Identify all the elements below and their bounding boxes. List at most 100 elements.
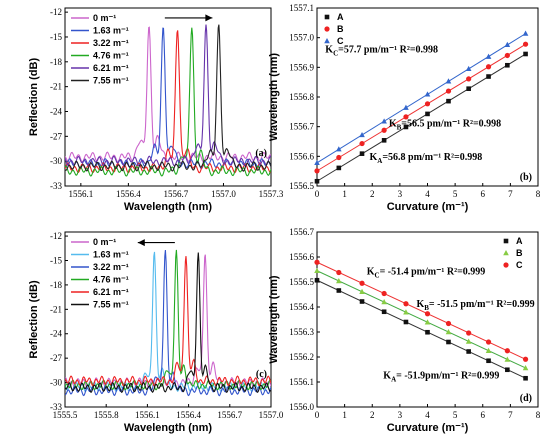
plot-frame [64, 231, 272, 408]
data-point [381, 299, 387, 305]
data-point [503, 262, 509, 268]
y-tick-label: 1557.0 [289, 33, 314, 43]
data-point [359, 131, 365, 138]
x-tick-label: 1557.0 [259, 410, 284, 420]
fit-annotation: KA= -51.9pm/m⁻¹ R²=0.999 [383, 370, 499, 383]
data-point [359, 151, 365, 156]
series-group [65, 24, 271, 177]
x-tick-label: 1556.1 [135, 410, 160, 420]
legend-label: C [516, 260, 523, 270]
data-point [314, 259, 320, 265]
x-tick-label: 6 [481, 189, 486, 199]
legend: ABC [324, 12, 344, 46]
panel-c: 1555.5 1555.8 1556.1 1556.4 1556.7 1557.0 -33 -… [28, 231, 284, 434]
y-tick-label: -18 [50, 57, 62, 67]
y-tick-label: 1556.7 [289, 227, 314, 237]
data-point [486, 358, 491, 364]
x-tick-label: 0 [315, 189, 320, 199]
x-tick-label: 3 [398, 189, 403, 199]
legend-label: 7.55 m⁻¹ [93, 76, 129, 86]
x-tick-label: 8 [536, 189, 541, 199]
data-point [523, 51, 528, 57]
data-point [522, 356, 529, 362]
data-point [505, 62, 510, 68]
legend-label: C [337, 36, 344, 46]
data-point [425, 111, 430, 117]
x-tick-label: 3 [398, 410, 403, 420]
annotation-subscript: C [333, 50, 338, 58]
data-point [381, 138, 387, 143]
data-point [485, 347, 492, 353]
y-tick-label: -33 [50, 181, 62, 191]
data-point [503, 250, 509, 256]
data-point [381, 309, 387, 315]
y-tick-label: -21 [50, 82, 62, 92]
data-point [424, 319, 431, 325]
data-point [446, 98, 451, 104]
x-tick-label: 6 [481, 410, 486, 420]
x-axis-label: Wavelength (nm) [124, 422, 213, 434]
data-point [523, 375, 528, 381]
annotation-symbol: K [325, 45, 333, 56]
data-point [381, 127, 387, 133]
data-point [403, 319, 409, 325]
data-point [381, 290, 387, 297]
annotation-text: =57.7 pm/m⁻¹ R²=0.998 [338, 45, 438, 56]
data-point [522, 30, 529, 36]
y-tick-label: -30 [50, 156, 62, 166]
y-tick-label: -15 [50, 32, 62, 42]
fit-line [316, 270, 526, 369]
annotation-text: = -51.4 pm/m⁻¹ R²=0.999 [380, 267, 486, 278]
arrow-head [137, 239, 145, 247]
legend-label: 3.22 m⁻¹ [93, 38, 129, 48]
y-tick-label: 1556.4 [289, 302, 314, 312]
x-tick-label: 1555.5 [53, 410, 78, 420]
data-point [504, 348, 510, 354]
data-point [314, 178, 320, 184]
fit-annotation: KA=56.8 pm/m⁻¹ R²=0.998 [369, 152, 482, 165]
data-point [359, 288, 365, 294]
panel-d: 0 1 2 3 4 5 6 7 8 1556.0 1556.1 1556.2 1556.3 1556.4 1… [268, 227, 541, 434]
x-tick-label: 1555.8 [94, 410, 119, 420]
data-point [314, 267, 320, 273]
x-axis-label: Curvature (m⁻¹) [387, 201, 469, 213]
annotation-subscript: A [391, 375, 396, 383]
series-line [65, 249, 271, 391]
x-axis-label: Wavelength (nm) [124, 201, 213, 213]
data-point [465, 338, 472, 344]
data-point [403, 104, 409, 110]
y-axis-label: Reflection (dB) [28, 58, 40, 137]
x-tick-label: 1557.0 [211, 189, 236, 199]
annotation-subscript: B [397, 124, 402, 132]
y-tick-label: 1556.2 [289, 352, 314, 362]
annotation-subscript: B [424, 304, 429, 312]
panel-label: (b) [520, 172, 532, 183]
x-tick-label: 1556.7 [164, 189, 189, 199]
legend-label: 0 m⁻¹ [93, 237, 116, 247]
data-point [522, 41, 529, 47]
x-tick-label: 0 [315, 410, 320, 420]
legend-label: 1.63 m⁻¹ [93, 250, 129, 260]
legend-label: 0 m⁻¹ [93, 13, 116, 23]
fit-annotation: KB= -51.5 pm/m⁻¹ R²=0.999 [416, 299, 534, 312]
data-point [403, 301, 409, 307]
data-point [424, 91, 431, 97]
legend: ABC [503, 236, 523, 270]
fit-annotation: KC= -51.4 pm/m⁻¹ R²=0.999 [367, 267, 486, 280]
series-line [65, 27, 271, 170]
y-tick-label: 1556.3 [289, 327, 314, 337]
annotation-symbol: K [389, 119, 397, 130]
series-line [65, 249, 271, 397]
legend-label: 6.21 m⁻¹ [93, 63, 129, 73]
plot-frame [64, 7, 272, 187]
annotation-symbol: K [369, 152, 377, 163]
data-point [466, 76, 472, 82]
panel-label: (d) [520, 393, 532, 404]
x-tick-label: 1556.1 [68, 189, 93, 199]
data-point [336, 269, 342, 276]
annotation-subscript: A [377, 157, 382, 165]
x-tick-label: 2 [370, 189, 375, 199]
panel-a: 1556.1 1556.4 1556.7 1557.0 1557.3 -33 -30 -27 -… [28, 7, 284, 213]
y-tick-label: -12 [50, 7, 62, 17]
data-point [324, 26, 330, 32]
